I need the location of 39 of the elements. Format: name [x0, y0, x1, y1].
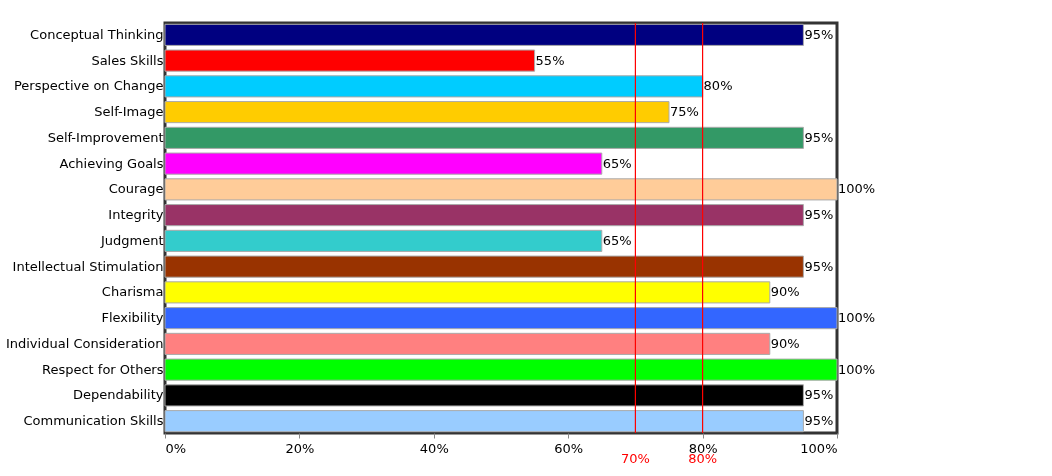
- y-tick-label: Self-Image: [94, 104, 164, 120]
- data-label: 100%: [838, 310, 876, 326]
- data-label: 100%: [838, 181, 876, 197]
- y-tick-label: Perspective on Change: [13, 78, 164, 94]
- y-tick-label: Respect for Others: [41, 361, 164, 377]
- y-tick-label: Courage: [108, 181, 164, 197]
- ref-line-label: 70%: [620, 451, 650, 466]
- y-tick-label: Communication Skills: [23, 413, 164, 429]
- y-tick-label: Sales Skills: [91, 52, 164, 68]
- y-tick-label: Charisma: [101, 284, 164, 300]
- data-label: 95%: [804, 207, 834, 223]
- data-label: 55%: [535, 52, 565, 68]
- y-tick-label: Dependability: [72, 387, 164, 403]
- data-label: 90%: [770, 284, 800, 300]
- x-tick-label: 0%: [165, 440, 187, 456]
- y-tick-label: Judgment: [99, 232, 164, 248]
- x-tick-label: 100%: [800, 440, 838, 456]
- y-tick-label: Intellectual Stimulation: [12, 258, 164, 274]
- data-label: 65%: [602, 232, 632, 248]
- data-label: 65%: [602, 155, 632, 171]
- y-tick-label: Achieving Goals: [59, 155, 164, 171]
- data-label: 80%: [703, 78, 733, 94]
- data-label: 75%: [670, 104, 699, 120]
- y-tick-label: Individual Consideration: [5, 335, 164, 351]
- data-label: 95%: [804, 413, 834, 429]
- data-label: 95%: [804, 129, 834, 145]
- x-tick-label: 60%: [554, 440, 584, 456]
- data-label: 95%: [804, 387, 834, 403]
- data-label: 100%: [838, 361, 876, 377]
- y-tick-label: Conceptual Thinking: [30, 26, 164, 42]
- x-tick-label: 20%: [285, 440, 315, 456]
- y-tick-label: Integrity: [108, 207, 164, 223]
- y-tick-label: Self-Improvement: [47, 129, 164, 145]
- data-label: 95%: [804, 258, 834, 274]
- data-label: 90%: [770, 335, 800, 351]
- ref-line-label: 80%: [688, 451, 718, 466]
- y-tick-label: Flexibility: [101, 310, 164, 326]
- x-tick-label: 40%: [419, 440, 449, 456]
- data-label: 95%: [804, 26, 834, 42]
